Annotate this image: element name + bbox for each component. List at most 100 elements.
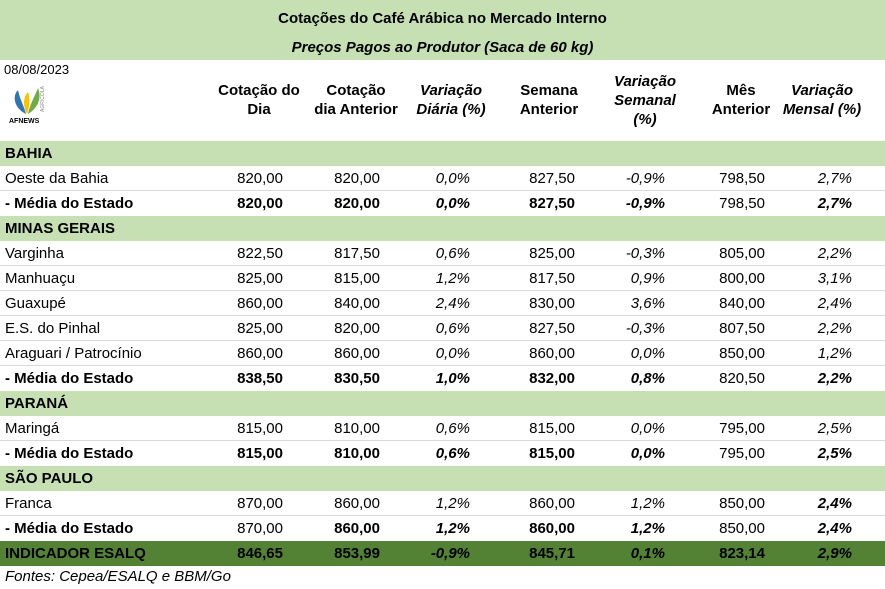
cell-value: 830,50 (334, 370, 380, 387)
row-label: Maringá (5, 420, 60, 437)
cell-value: 0,6% (435, 420, 470, 437)
cell-value: 810,00 (334, 445, 380, 462)
row-label: - Média do Estado (5, 445, 134, 462)
cell-value: 2,5% (817, 445, 852, 462)
cell-value: 2,5% (817, 420, 852, 437)
row-label: - Média do Estado (5, 520, 134, 537)
cell-value: 860,00 (237, 295, 283, 312)
cell-value: 860,00 (334, 345, 380, 362)
cell-value: 850,00 (719, 495, 765, 512)
logo-tag: AGRÍCOLA (40, 86, 46, 112)
row-label: - Média do Estado (5, 195, 134, 212)
cell-value: 820,00 (237, 195, 283, 212)
cell-value: 0,0% (435, 170, 470, 187)
row-label: E.S. do Pinhal (5, 320, 101, 337)
cell-value: -0,9% (625, 170, 665, 187)
cell-value: 2,2% (817, 370, 852, 387)
cell-value: 2,4% (817, 295, 852, 312)
title: Cotações do Café Arábica no Mercado Inte… (278, 10, 607, 27)
cell-value: -0,9% (430, 545, 470, 562)
cell-value: 822,50 (237, 245, 283, 262)
cell-value: 827,50 (529, 320, 575, 337)
column-header: Variação Diária (%) (416, 82, 486, 118)
cell-value: 830,00 (529, 295, 575, 312)
row-line (0, 515, 885, 516)
cell-value: 2,4% (435, 295, 470, 312)
cell-value: 2,9% (817, 545, 852, 562)
cell-value: 795,00 (719, 445, 765, 462)
cell-value: 0,1% (630, 545, 665, 562)
cell-value: 2,2% (817, 320, 852, 337)
cell-value: 0,8% (630, 370, 665, 387)
cell-value: 2,7% (817, 170, 852, 187)
cell-value: 2,4% (817, 520, 852, 537)
row-line (0, 190, 885, 191)
section-band (0, 391, 885, 416)
row-label: Manhuaçu (5, 270, 76, 287)
cell-value: 1,2% (435, 520, 470, 537)
column-header: Mês Anterior (711, 82, 771, 118)
column-header: Semana Anterior (519, 82, 579, 118)
column-header: Cotação do Dia (218, 82, 300, 118)
cell-value: 0,6% (435, 320, 470, 337)
row-label: Oeste da Bahia (5, 170, 109, 187)
indicator-band (0, 541, 885, 566)
date: 08/08/2023 (4, 62, 70, 77)
row-label: Varginha (5, 245, 64, 262)
row-label: INDICADOR ESALQ (5, 545, 146, 562)
cell-value: 0,6% (435, 445, 470, 462)
cell-value: 825,00 (529, 245, 575, 262)
cell-value: 1,2% (435, 495, 470, 512)
title-band (0, 0, 885, 33)
section-band (0, 216, 885, 241)
cell-value: 1,2% (630, 495, 665, 512)
cell-value: 860,00 (334, 495, 380, 512)
section-band (0, 466, 885, 491)
cell-value: 0,6% (435, 245, 470, 262)
column-header: Variação Semanal (%) (614, 72, 676, 128)
logo-icon (14, 88, 40, 114)
cell-value: 820,00 (237, 170, 283, 187)
section-name: MINAS GERAIS (5, 220, 116, 237)
cell-value: 805,00 (719, 245, 765, 262)
cell-value: 820,00 (334, 320, 380, 337)
cell-value: 838,50 (237, 370, 283, 387)
cell-value: 815,00 (334, 270, 380, 287)
cell-value: 820,00 (334, 195, 380, 212)
cell-value: 870,00 (237, 495, 283, 512)
cell-value: 815,00 (237, 420, 283, 437)
cell-value: 860,00 (529, 520, 575, 537)
cell-value: 0,0% (435, 195, 470, 212)
row-label: - Média do Estado (5, 370, 134, 387)
row-label: Guaxupé (5, 295, 66, 312)
cell-value: 2,4% (817, 495, 852, 512)
cell-value: 870,00 (237, 520, 283, 537)
section-band (0, 141, 885, 166)
logo-name: AFNEWS (9, 118, 40, 125)
cell-value: 798,50 (719, 170, 765, 187)
row-label: Franca (5, 495, 52, 512)
row-line (0, 290, 885, 291)
cell-value: 825,00 (237, 270, 283, 287)
cell-value: 0,0% (630, 420, 665, 437)
cell-value: -0,3% (625, 245, 665, 262)
subtitle: Preços Pagos ao Produtor (Saca de 60 kg) (291, 39, 594, 56)
subtitle-band (0, 33, 885, 60)
row-label: Araguari / Patrocínio (5, 345, 142, 362)
cell-value: 1,2% (817, 345, 852, 362)
row-line (0, 440, 885, 441)
row-line (0, 365, 885, 366)
cell-value: 817,50 (529, 270, 575, 287)
cell-value: 815,00 (529, 420, 575, 437)
cell-value: 798,50 (719, 195, 765, 212)
cell-value: 810,00 (334, 420, 380, 437)
cell-value: 846,65 (237, 545, 283, 562)
cell-value: 832,00 (529, 370, 575, 387)
cell-value: 0,9% (630, 270, 665, 287)
cell-value: 0,0% (435, 345, 470, 362)
cell-value: 815,00 (529, 445, 575, 462)
cell-value: 860,00 (334, 520, 380, 537)
cell-value: 827,50 (529, 170, 575, 187)
section-name: BAHIA (5, 145, 53, 162)
